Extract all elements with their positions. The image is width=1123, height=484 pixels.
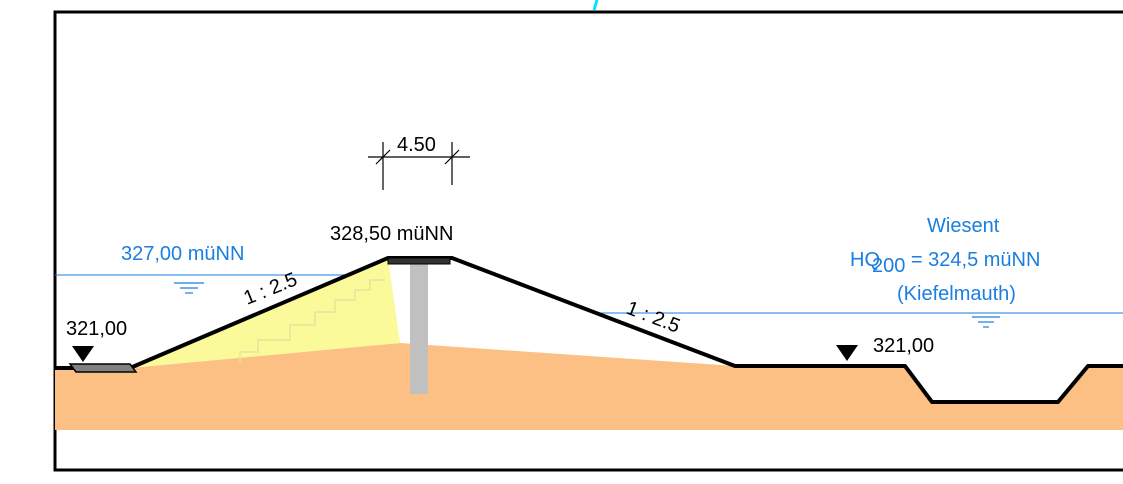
water-symbol-left xyxy=(174,282,204,294)
crest-dimension xyxy=(368,142,470,190)
river-gauge-label: (Kiefelmauth) xyxy=(897,283,1016,305)
crest-elevation-label: 328,50 müNN xyxy=(330,223,453,245)
ground-level-right-label: 321,00 xyxy=(873,335,934,357)
river-hq-label: HQ200 = 324,5 müNN xyxy=(850,249,1040,277)
hq-prefix: HQ xyxy=(850,249,880,271)
dike-outline xyxy=(55,256,1123,404)
elevation-marker-right xyxy=(836,345,858,361)
soil-body xyxy=(55,343,1123,430)
cyan-mark xyxy=(592,0,599,11)
water-level-left-label: 327,00 müNN xyxy=(121,243,244,265)
river-name-label: Wiesent xyxy=(927,215,1000,237)
core-wall xyxy=(410,262,428,394)
water-symbol-right xyxy=(972,316,1000,328)
crest-width-label: 4.50 xyxy=(397,134,436,156)
hq-subscript: 200 xyxy=(872,255,905,277)
crest-pavement xyxy=(387,257,451,265)
elevation-marker-left xyxy=(72,346,94,362)
slope-steps xyxy=(239,279,385,362)
hq-value: = 324,5 müNN xyxy=(905,249,1040,271)
ground-level-left-label: 321,00 xyxy=(66,318,127,340)
left-toe-structure xyxy=(68,363,138,373)
